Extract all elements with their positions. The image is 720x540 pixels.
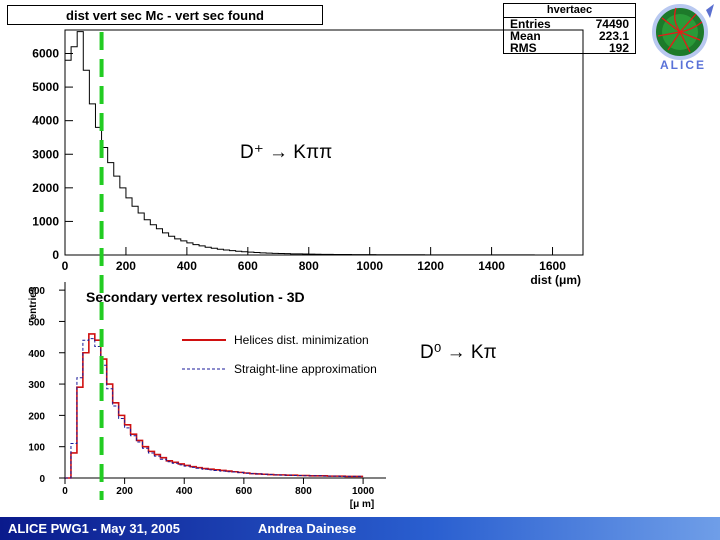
x-axis-label: dist (μm) [530,273,581,287]
stats-label: Mean [510,29,541,43]
stats-label: RMS [510,41,537,55]
x-tick-label: 0 [62,486,68,497]
y-tick-label: 300 [28,380,45,391]
y-tick-label: 3000 [32,147,59,161]
y-tick-label: 0 [39,474,45,485]
upper-series-line [64,31,583,256]
stats-row-rms: RMS 192 [504,42,635,54]
x-tick-label: 1600 [539,259,566,273]
stats-row-mean: Mean 223.1 [504,30,635,42]
x-tick-label: 800 [299,259,319,273]
x-tick-label: 600 [238,259,258,273]
y-tick-label: 200 [28,411,45,422]
stats-row-entries: Entries 74490 [504,18,635,30]
y-tick-label: 4000 [32,114,59,128]
y-tick-label: 100 [28,443,45,454]
x-tick-label: 800 [295,486,312,497]
footer-bar [0,517,720,540]
footer-left-text: ALICE PWG1 - May 31, 2005 [8,521,180,536]
upper-chart-title: dist vert sec Mc - vert sec found [7,5,323,25]
x-tick-label: 200 [116,486,133,497]
stats-value: 223.1 [598,29,629,43]
y-tick-label: 400 [28,349,45,360]
y-axis-label: entries [28,286,39,319]
stats-title: hvertaec [504,4,635,18]
x-tick-label: 1000 [356,259,383,273]
x-tick-label: 1000 [352,486,375,497]
y-tick-label: 500 [28,317,45,328]
y-tick-label: 1000 [32,214,59,228]
x-tick-label: 1200 [417,259,444,273]
x-tick-label: 400 [177,259,197,273]
stats-box: hvertaec Entries 74490 Mean 223.1 RMS 19… [503,3,636,54]
footer-author: Andrea Dainese [258,521,357,536]
lower-histogram: 0 100 200 300 400 500 600 0 200 400 600 800 1000 entr… [28,282,386,510]
lower-decay-label: D⁰ → Kπ [420,342,497,363]
y-tick-label: 5000 [32,80,59,94]
y-tick-label: 2000 [32,181,59,195]
lower-series-line [65,338,364,479]
y-tick-label: 6000 [32,47,59,61]
y-tick-label: 600 [28,286,45,297]
x-tick-label: 0 [62,259,69,273]
stats-label: Entries [510,17,551,31]
x-tick-label: 400 [176,486,193,497]
legend-entry: Straight-line approximation [234,362,377,376]
logo-text: ALICE [660,58,706,72]
x-tick-label: 600 [236,486,253,497]
x-tick-label: 200 [116,259,136,273]
upper-decay-label: D⁺ → Kππ [240,142,332,163]
alice-logo-icon: ALICE [652,4,714,72]
y-tick-label: 0 [52,248,59,262]
lower-chart-title: Secondary vertex resolution - 3D [86,289,305,305]
stats-value: 192 [608,41,629,55]
x-tick-label: 1400 [478,259,505,273]
lower-series-line [65,333,364,479]
upper-histogram: 0 1000 2000 3000 4000 5000 6000 0 200 400 600 800 10… [32,29,584,287]
legend-entry: Helices dist. minimization [234,333,369,347]
x-axis-label: [μ m] [350,499,374,510]
stats-value: 74490 [595,17,629,31]
